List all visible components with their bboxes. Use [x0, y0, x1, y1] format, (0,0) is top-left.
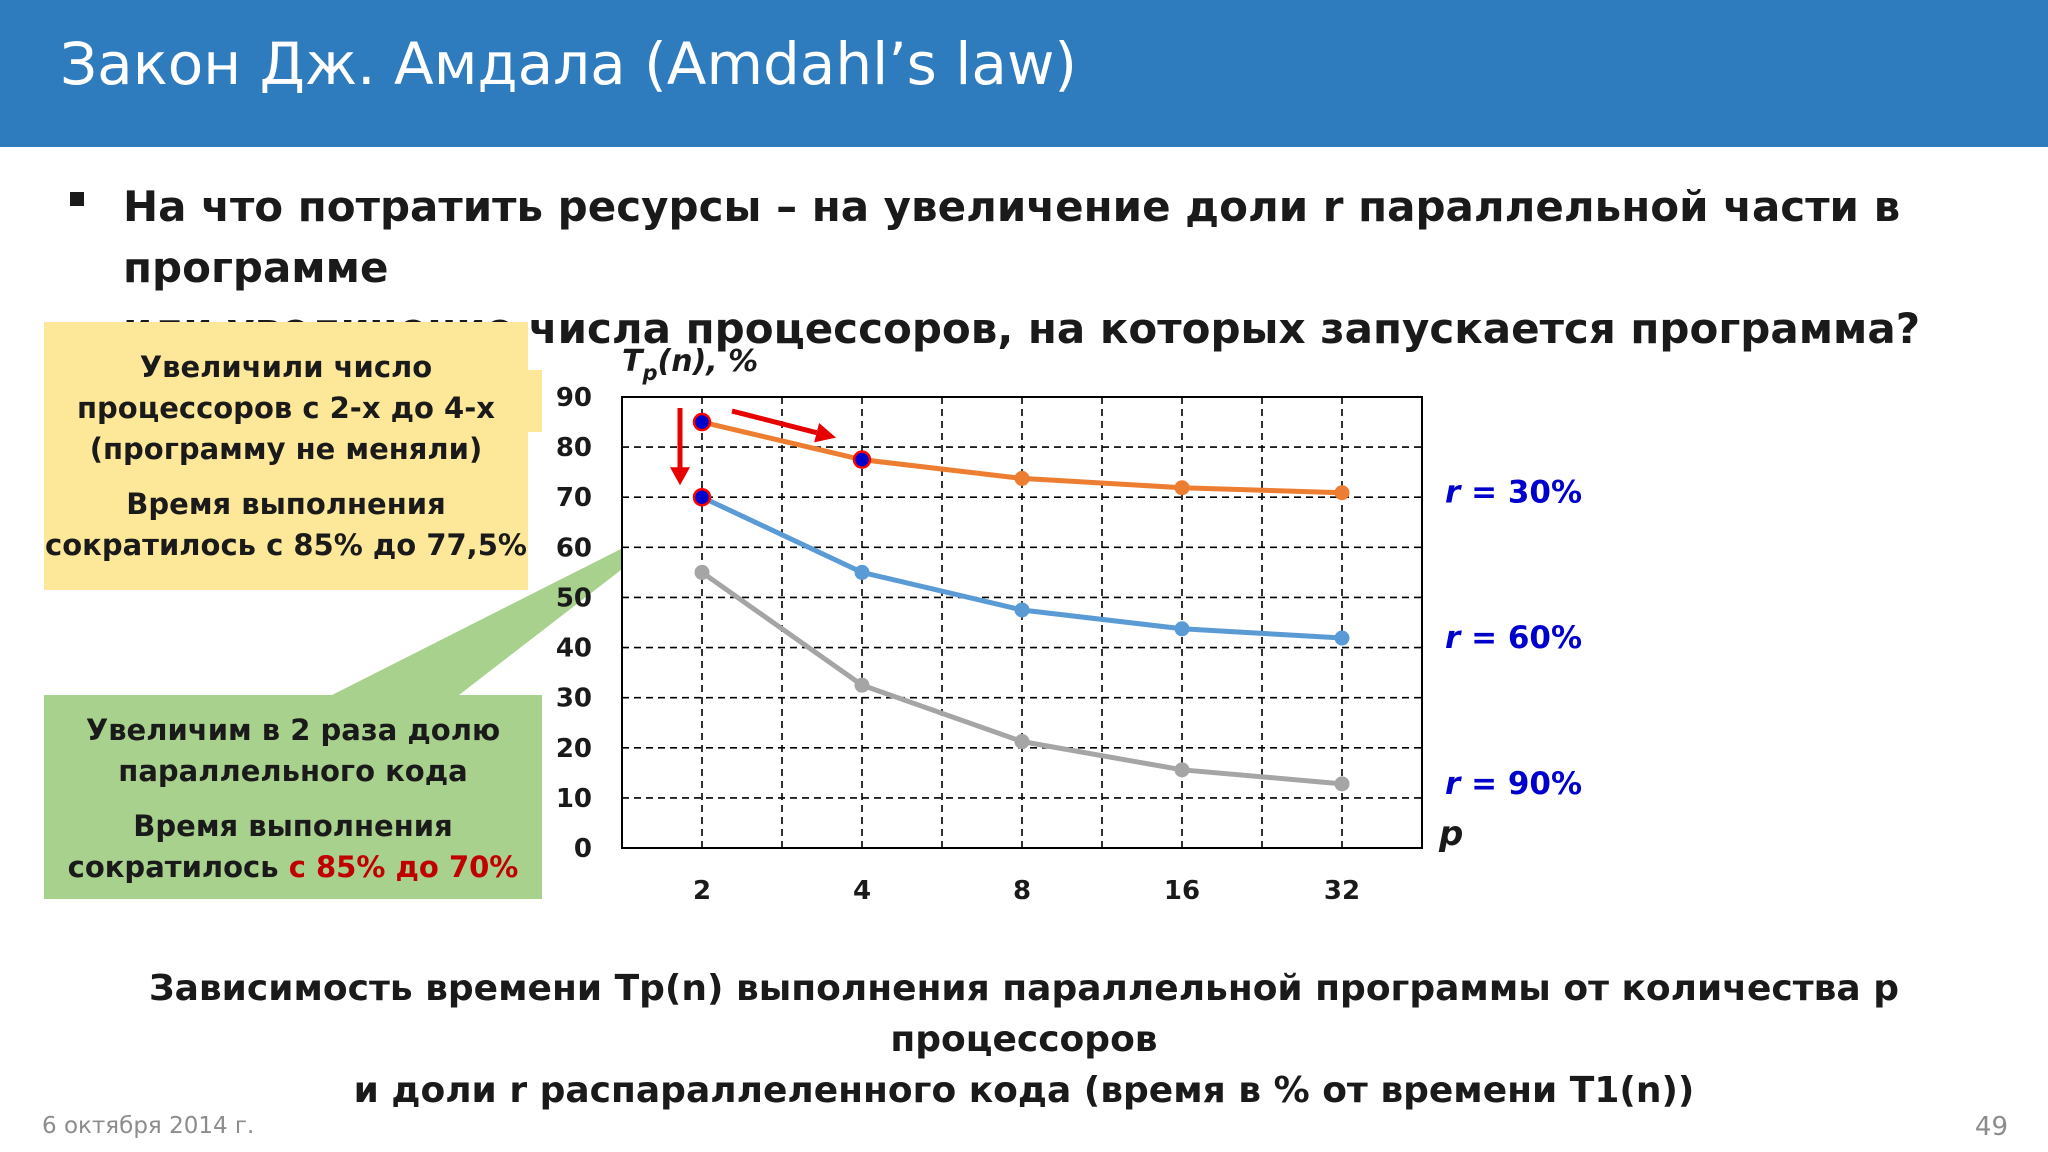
- yellow-callout-text-2: Время выполнения сократилось с 85% до 77…: [45, 487, 527, 562]
- data-point: [1174, 480, 1190, 496]
- y-tick-label: 90: [556, 383, 592, 413]
- page-number: 49: [1974, 1112, 2008, 1142]
- data-point: [1014, 734, 1030, 750]
- series-label: r = 30%: [1445, 475, 1582, 511]
- data-point: [1174, 762, 1190, 778]
- y-tick-label: 80: [556, 433, 592, 463]
- figure-caption: Зависимость времени Tp(n) выполнения пар…: [60, 963, 1988, 1116]
- red-arrow-right-head: [814, 422, 836, 443]
- yellow-callout-tab: [528, 370, 542, 432]
- data-point: [1334, 776, 1350, 792]
- y-tick-label: 10: [556, 784, 592, 814]
- x-tick-label: 2: [693, 876, 711, 906]
- y-tick-label: 60: [556, 533, 592, 563]
- series-label: r = 90%: [1445, 766, 1582, 802]
- data-point: [1334, 630, 1350, 646]
- y-tick-label: 50: [556, 583, 592, 613]
- red-arrow-down-head: [670, 467, 690, 486]
- chart-labels: r = 30% r = 60% r = 90%: [1445, 475, 1582, 802]
- chart-arrows: [670, 408, 836, 486]
- x-tick-label: 32: [1324, 876, 1360, 906]
- yellow-callout: Увеличили число процессоров с 2-х до 4-х…: [44, 322, 528, 590]
- data-point: [1174, 621, 1190, 637]
- data-point: [854, 677, 870, 693]
- yellow-callout-text-1: Увеличили число процессоров с 2-х до 4-х…: [77, 350, 495, 466]
- highlight-point: [692, 412, 712, 432]
- title-bar: Закон Дж. Амдала (Amdahl’s law): [0, 0, 2048, 147]
- data-point: [1334, 485, 1350, 501]
- green-callout: Увеличим в 2 раза долю параллельного код…: [44, 695, 542, 899]
- y-tick-label: 30: [556, 684, 592, 714]
- x-tick-label: 16: [1164, 876, 1200, 906]
- footer-date: 6 октября 2014 г.: [42, 1113, 255, 1139]
- question-line-1: На что потратить ресурсы – на увеличение…: [123, 182, 1901, 292]
- data-point: [694, 564, 710, 580]
- green-callout-highlight: с 85% до 70%: [288, 850, 519, 884]
- y-axis-label: Tp(n), %: [622, 344, 758, 385]
- red-arrow-right: [731, 408, 818, 436]
- series-label: r = 60%: [1445, 620, 1582, 656]
- x-tick-label: 8: [1013, 876, 1031, 906]
- y-tick-label: 40: [556, 634, 592, 664]
- green-callout-text-2-prefix: Время выполнения сократилось: [67, 809, 453, 884]
- chart-grid: [622, 397, 1422, 848]
- highlight-point: [692, 487, 712, 507]
- data-point: [1014, 470, 1030, 486]
- chart-series: [692, 412, 1350, 792]
- caption-line-1: Зависимость времени Tp(n) выполнения пар…: [149, 968, 1899, 1060]
- question-text: На что потратить ресурсы – на увеличение…: [123, 176, 2013, 359]
- y-axis: 0 10 20 30 40 50 60 70 80 90 Tp(n), %: [556, 344, 758, 864]
- green-callout-pointer: [332, 509, 700, 695]
- y-tick-label: 0: [574, 834, 592, 864]
- slide-title: Закон Дж. Амдала (Amdahl’s law): [60, 30, 1078, 98]
- y-tick-label: 70: [556, 483, 592, 513]
- highlight-point: [852, 450, 872, 469]
- data-point: [854, 564, 870, 580]
- x-tick-label: 4: [853, 876, 871, 906]
- green-callout-text-2: Время выполнения сократилось с 85% до 70…: [44, 806, 542, 888]
- data-point: [1014, 602, 1030, 618]
- x-axis: 2 4 8 16 32 p: [693, 814, 1463, 906]
- x-axis-label: p: [1438, 814, 1463, 854]
- green-callout-text-1: Увеличим в 2 раза долю параллельного код…: [85, 713, 501, 788]
- y-tick-label: 20: [556, 734, 592, 764]
- caption-line-2: и доли r распараллеленного кода (время в…: [353, 1070, 1695, 1111]
- bullet-square-icon: [70, 192, 84, 206]
